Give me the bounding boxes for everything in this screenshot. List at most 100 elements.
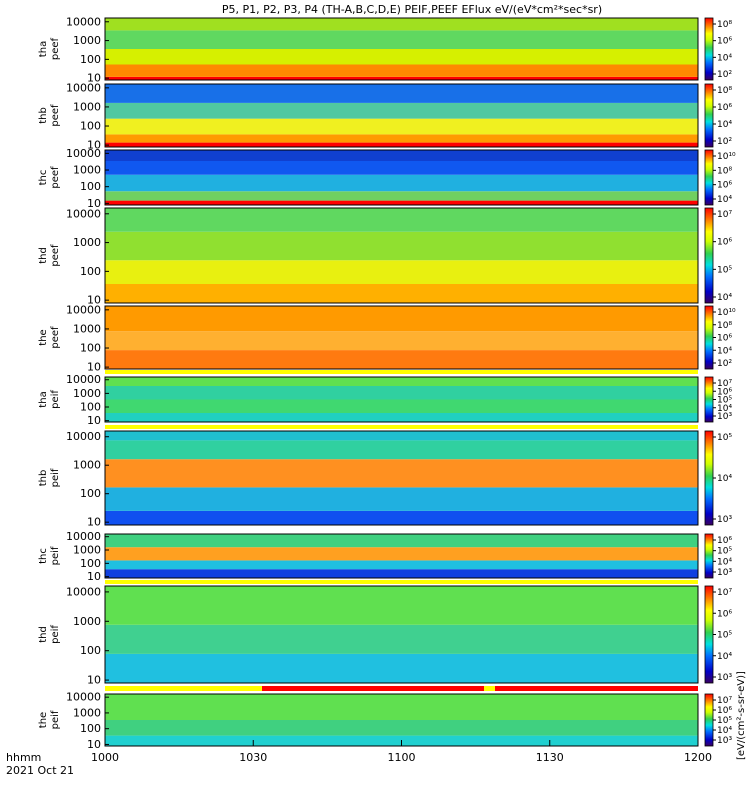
y-tick-label: 1000 [73, 322, 101, 335]
colorbar-tick-label: 10⁶ [717, 609, 732, 619]
panel-tha-peef: 10000 1000 100 10 tha peef 10⁸ 10⁶ 10⁴ 10² [38, 15, 732, 84]
panel-frame [104, 83, 699, 148]
colorbar [704, 83, 714, 148]
spectrogram-band [105, 459, 698, 488]
y-tick-label: 100 [80, 557, 101, 570]
y-tick-label: 10000 [66, 691, 101, 704]
spectrogram-band [105, 142, 698, 147]
y-tick-label: 10 [87, 197, 101, 210]
spectrogram-band [105, 386, 698, 400]
spectrogram-band [105, 720, 698, 736]
colorbar-tick-label: 10⁵ [717, 716, 732, 726]
spectrogram-band [105, 208, 698, 232]
y-tick-label: 1000 [73, 387, 101, 400]
spectrogram-band [105, 431, 698, 441]
spectrogram-band [105, 624, 698, 654]
panel-label-probe: thd [38, 626, 49, 643]
colorbar-tick-label: 10⁷ [717, 588, 732, 598]
panel-label-quantity: peif [50, 546, 61, 565]
y-tick-label: 1000 [73, 100, 101, 113]
panel-label-probe: thb [38, 107, 49, 124]
panel-frame [104, 585, 699, 684]
colorbar-tick-label: 10⁸ [717, 20, 732, 30]
panel-label-quantity: peef [50, 37, 61, 60]
y-tick-label: 100 [80, 265, 101, 278]
colorbar-tick-label: 10³ [717, 412, 732, 422]
x-tick-label: 1000 [91, 751, 119, 764]
panel-label-probe: tha [38, 391, 49, 407]
spectrogram-band [105, 377, 698, 386]
spectrogram-band [105, 440, 698, 460]
y-tick-label: 10000 [66, 585, 101, 598]
panel-label-probe: tha [38, 41, 49, 57]
colorbar-tick-label: 10⁷ [717, 379, 732, 389]
panel-label-quantity: peif [50, 390, 61, 409]
panel-label-quantity: peef [50, 326, 61, 349]
panel-frame [104, 149, 699, 206]
y-tick-label: 100 [80, 401, 101, 414]
y-tick-label: 1000 [73, 615, 101, 628]
colorbar-tick-label: 10⁵ [717, 396, 732, 406]
spectrogram-band [105, 510, 698, 525]
spectrogram-band [105, 413, 698, 422]
y-tick-label: 100 [80, 53, 101, 66]
colorbar-tick-label: 10⁴ [717, 652, 732, 662]
panel-thd-peif: 10000 1000 100 10 thd peif 10⁷ 10⁶ 10⁵ 10⁴ 10³ [38, 585, 732, 686]
spectrogram-band [105, 560, 698, 570]
spectrogram-band [105, 586, 698, 625]
panel-label-quantity: peif [50, 468, 61, 487]
y-tick-label: 10 [87, 414, 101, 427]
y-tick-label: 100 [80, 644, 101, 657]
x-tick-label: 1200 [684, 751, 712, 764]
panel-frame [104, 305, 699, 370]
x-tick-label: 1100 [388, 751, 416, 764]
colorbar-tick-label: 10³ [717, 736, 732, 746]
x-axis-label-date: 2021 Oct 21 [6, 764, 74, 777]
spectrogram-band [105, 102, 698, 119]
panel-frame [104, 17, 699, 81]
y-tick-label: 10 [87, 738, 101, 751]
panel-label-quantity: peef [50, 166, 61, 189]
colorbar-tick-label: 10⁸ [717, 321, 732, 331]
y-tick-label: 1000 [73, 236, 101, 249]
colorbar-tick-label: 10² [717, 137, 732, 147]
colorbar-tick-label: 10¹⁰ [717, 152, 736, 162]
colorbar-tick-label: 10⁴ [717, 404, 732, 414]
panel-frame [104, 533, 699, 579]
y-tick-label: 100 [80, 180, 101, 193]
colorbar [704, 207, 714, 304]
panel-thb-peef: 10000 1000 100 10 thb peef 10⁸ 10⁶ 10⁴ 10² [38, 81, 732, 151]
y-tick-label: 100 [80, 722, 101, 735]
y-tick-label: 10000 [66, 81, 101, 94]
spectrogram-band [105, 653, 698, 683]
x-tick-label: 1130 [536, 751, 564, 764]
colorbar-tick-label: 10⁴ [717, 293, 732, 303]
colorbar-tick-label: 10⁶ [717, 706, 732, 716]
colorbar-tick-label: 10³ [717, 515, 732, 525]
y-tick-label: 10000 [66, 303, 101, 316]
colorbar [704, 533, 714, 579]
x-axis-label-hhmm: hhmm [6, 751, 41, 764]
panel-thd-peef: 10000 1000 100 10 thd peef 10⁷ 10⁶ 10⁵ 10⁴ [38, 207, 732, 306]
panel-the-peef: 10000 1000 100 10 the peef 10¹⁰ 10⁸ 10⁶ 10⁴ 10² [38, 303, 736, 373]
y-tick-label: 10000 [66, 15, 101, 28]
flag-bar-2 [105, 425, 698, 429]
y-tick-label: 10000 [66, 207, 101, 220]
y-tick-label: 10 [87, 674, 101, 687]
spectrogram-band [105, 30, 698, 49]
panel-label-probe: thc [38, 170, 49, 186]
colorbar-tick-label: 10⁶ [717, 238, 732, 248]
y-tick-label: 10 [87, 570, 101, 583]
colorbar-tick-label: 10⁴ [717, 557, 732, 567]
colorbar-tick-label: 10⁶ [717, 103, 732, 113]
colorbar-tick-label: 10⁸ [717, 166, 732, 176]
spectrogram-band [105, 569, 698, 578]
spectrogram-band [105, 150, 698, 161]
y-tick-label: 10 [87, 294, 101, 307]
panel-label-probe: thb [38, 470, 49, 487]
y-tick-label: 100 [80, 120, 101, 133]
colorbar-tick-label: 10³ [717, 568, 732, 578]
spectrogram-band [105, 134, 698, 143]
